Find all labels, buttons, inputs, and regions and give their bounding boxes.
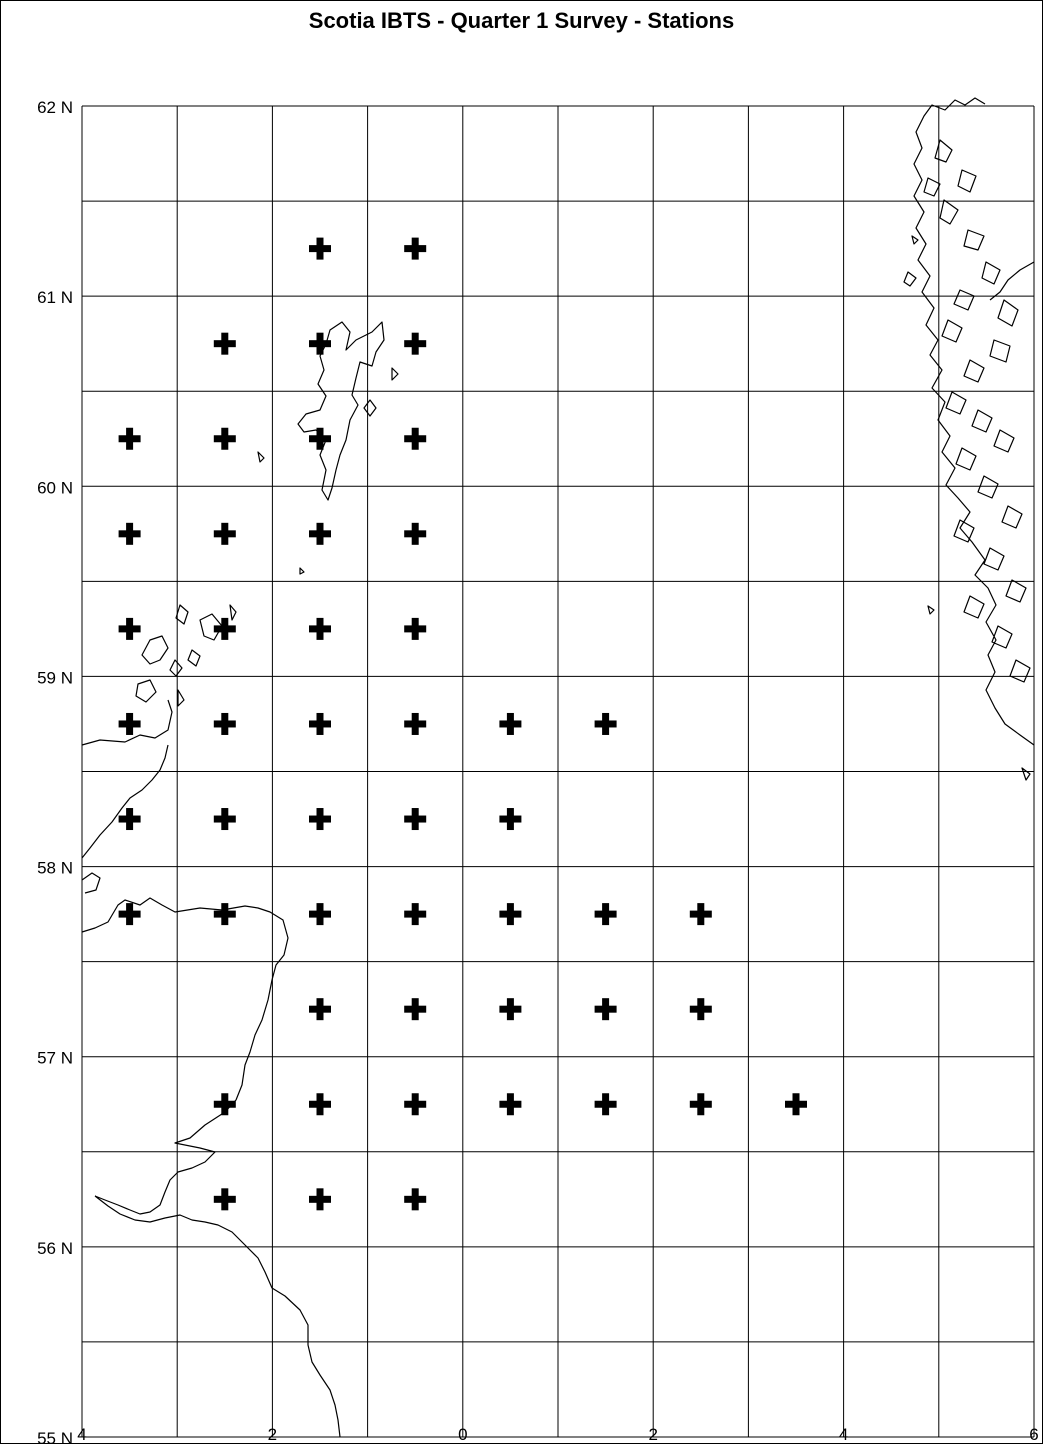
station-marker xyxy=(309,998,331,1021)
station-marker xyxy=(309,903,331,926)
station-marker xyxy=(404,617,427,640)
longitude-label: 0 xyxy=(458,1425,467,1444)
station-marker xyxy=(594,712,617,735)
station-marker xyxy=(118,808,141,831)
station-marker xyxy=(689,1093,712,1116)
station-marker xyxy=(594,903,617,926)
station-marker xyxy=(404,237,427,260)
station-marker xyxy=(594,1093,617,1116)
station-marker xyxy=(499,808,522,831)
station-marker xyxy=(309,522,331,545)
latitude-label: 56 N xyxy=(37,1239,73,1258)
orkney-islands xyxy=(135,604,237,707)
station-marker xyxy=(118,522,141,545)
station-marker xyxy=(404,427,427,450)
station-marker xyxy=(118,712,141,735)
station-marker xyxy=(309,617,331,640)
norway-coastline xyxy=(903,97,1035,781)
station-marker xyxy=(309,712,331,735)
scotland-coastline xyxy=(81,699,341,1438)
station-marker xyxy=(118,427,141,450)
station-marker xyxy=(213,522,236,545)
station-marker xyxy=(213,903,236,926)
latitude-label: 59 N xyxy=(37,668,73,687)
longitude-label: 2 xyxy=(268,1425,277,1444)
station-marker xyxy=(499,1093,522,1116)
station-marker xyxy=(785,1093,807,1116)
station-marker xyxy=(404,332,427,355)
shetland-islands xyxy=(257,321,399,575)
latitude-labels: 55 N 56 N 57 N 58 N 59 N 60 N 61 N 62 N xyxy=(37,98,73,1444)
moray-firth-coast xyxy=(81,744,169,859)
station-marker xyxy=(309,1093,331,1116)
station-marker xyxy=(309,332,331,355)
latitude-label: 57 N xyxy=(37,1049,73,1068)
station-marker xyxy=(118,903,141,926)
station-marker xyxy=(404,808,427,831)
longitude-label: 2 xyxy=(648,1425,657,1444)
latitude-label: 62 N xyxy=(37,98,73,117)
latitude-label: 55 N xyxy=(37,1429,73,1444)
station-marker xyxy=(404,998,427,1021)
station-marker xyxy=(213,1188,236,1211)
station-marker xyxy=(309,237,331,260)
station-marker xyxy=(404,903,427,926)
longitude-label: 4 xyxy=(839,1425,848,1444)
station-marker xyxy=(213,617,236,640)
longitude-label: 4 xyxy=(77,1425,86,1444)
station-markers xyxy=(118,237,807,1211)
station-marker xyxy=(499,903,522,926)
station-marker xyxy=(213,1093,236,1116)
station-marker xyxy=(404,1093,427,1116)
station-marker xyxy=(309,808,331,831)
latitude-label: 58 N xyxy=(37,859,73,878)
station-marker xyxy=(213,712,236,735)
station-marker xyxy=(499,998,522,1021)
station-marker xyxy=(404,1188,427,1211)
longitude-label: 6 xyxy=(1029,1425,1038,1444)
station-marker xyxy=(404,712,427,735)
station-marker xyxy=(213,332,236,355)
station-marker xyxy=(213,427,236,450)
station-marker xyxy=(309,1188,331,1211)
station-marker xyxy=(689,998,712,1021)
station-marker xyxy=(404,522,427,545)
station-marker xyxy=(213,808,236,831)
station-marker xyxy=(309,427,331,450)
latitude-label: 60 N xyxy=(37,478,73,497)
station-marker xyxy=(594,998,617,1021)
lat-lon-grid xyxy=(81,105,1035,1438)
station-marker xyxy=(689,903,712,926)
latitude-label: 61 N xyxy=(37,288,73,307)
station-marker xyxy=(499,712,522,735)
map-title: Scotia IBTS - Quarter 1 Survey - Station… xyxy=(308,8,735,33)
longitude-labels: 4 2 0 2 4 6 xyxy=(77,1425,1038,1444)
station-marker xyxy=(118,617,141,640)
